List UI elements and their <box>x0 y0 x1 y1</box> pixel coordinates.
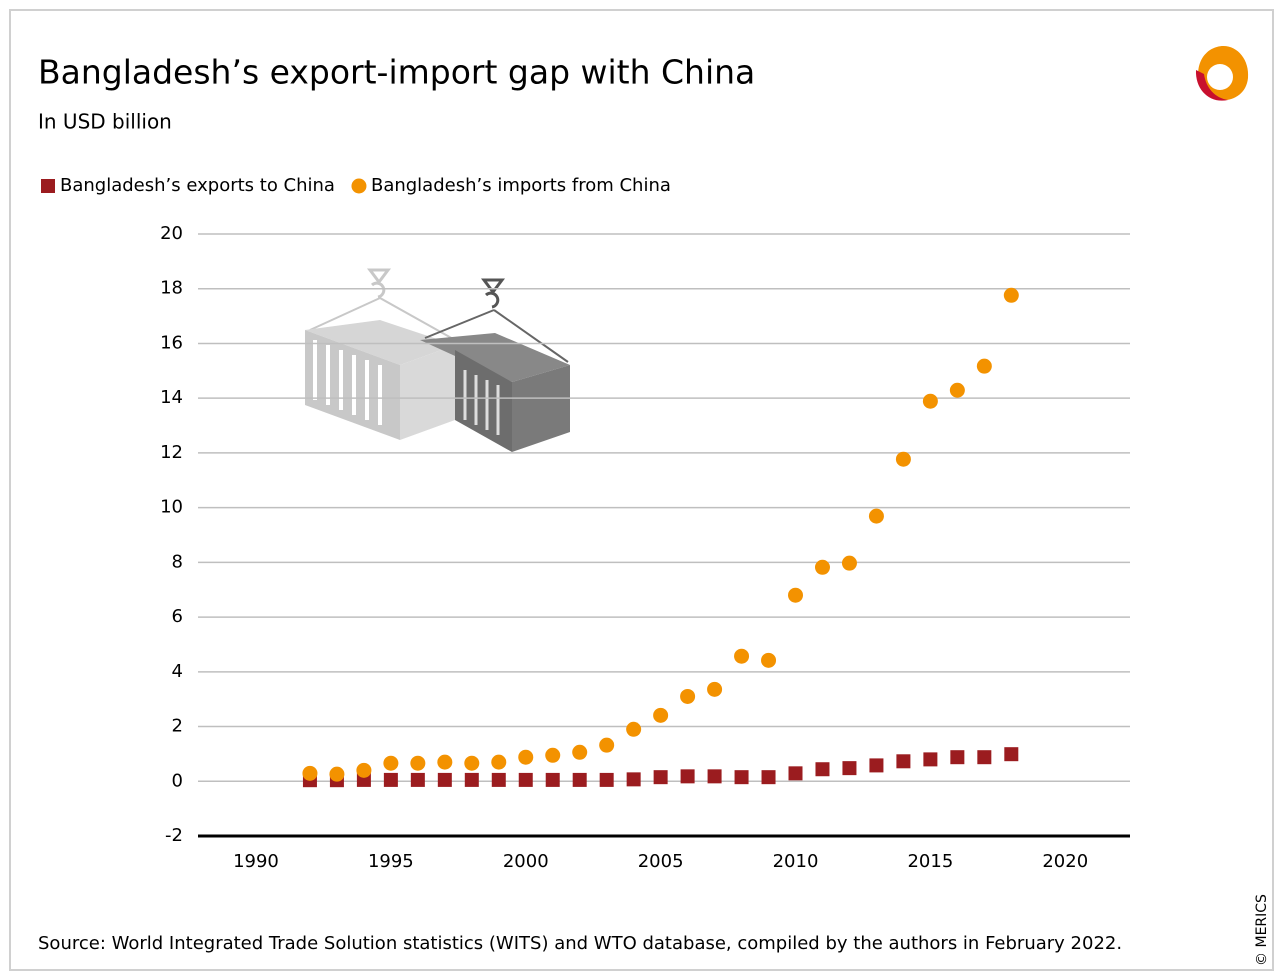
data-point <box>707 769 722 784</box>
data-point <box>950 750 965 765</box>
data-point <box>545 772 560 787</box>
y-tick-label: -2 <box>165 825 183 846</box>
data-point <box>653 770 668 785</box>
data-point <box>977 750 992 765</box>
y-tick-label: 2 <box>172 716 183 737</box>
data-point <box>410 772 425 787</box>
data-point <box>788 587 804 603</box>
data-point <box>437 754 453 770</box>
data-point <box>545 747 561 763</box>
data-point <box>518 749 534 765</box>
legend-marker <box>351 178 367 194</box>
data-point <box>599 772 614 787</box>
data-point <box>626 772 641 787</box>
data-point <box>680 688 696 704</box>
data-point <box>356 762 372 778</box>
x-tick-label: 1995 <box>368 851 414 872</box>
data-point <box>949 382 965 398</box>
y-tick-label: 18 <box>160 278 183 299</box>
legend-marker <box>41 179 55 193</box>
copyright: © MERICS <box>1254 894 1270 966</box>
data-point <box>841 555 857 571</box>
y-tick-label: 10 <box>160 497 183 518</box>
chart-title: Bangladesh’s export-import gap with Chin… <box>38 53 755 92</box>
data-point <box>761 770 776 785</box>
data-point <box>842 761 857 776</box>
data-point <box>734 770 749 785</box>
data-point <box>869 758 884 773</box>
x-tick-label: 2005 <box>638 851 684 872</box>
x-tick-label: 2020 <box>1042 851 1088 872</box>
data-point <box>302 765 318 781</box>
y-tick-label: 4 <box>172 661 183 682</box>
data-point <box>896 754 911 769</box>
legend-label: Bangladesh’s exports to China <box>60 175 335 196</box>
data-point <box>1004 747 1019 762</box>
data-point <box>383 772 398 787</box>
data-point <box>383 755 399 771</box>
data-point <box>572 772 587 787</box>
logo <box>1195 46 1249 101</box>
y-tick-label: 14 <box>160 387 183 408</box>
data-point <box>788 766 803 781</box>
container-illustration <box>305 268 570 452</box>
data-point <box>976 358 992 374</box>
source-note: Source: World Integrated Trade Solution … <box>38 933 1122 954</box>
y-tick-label: 8 <box>172 551 183 572</box>
data-point <box>572 744 588 760</box>
data-point <box>761 652 777 668</box>
data-point <box>464 772 479 787</box>
chart-subtitle: In USD billion <box>38 110 172 134</box>
legend-label: Bangladesh’s imports from China <box>371 175 671 196</box>
y-tick-label: 0 <box>172 770 183 791</box>
data-point <box>626 721 642 737</box>
x-tick-label: 2000 <box>503 851 549 872</box>
data-point <box>518 772 533 787</box>
data-point <box>464 755 480 771</box>
data-point <box>815 762 830 777</box>
data-point <box>1003 287 1019 303</box>
data-point <box>895 451 911 467</box>
y-tick-label: 12 <box>160 442 183 463</box>
data-point <box>491 772 506 787</box>
data-point <box>329 766 345 782</box>
y-tick-label: 20 <box>160 223 183 244</box>
x-tick-label: 2015 <box>907 851 953 872</box>
data-point <box>437 772 452 787</box>
x-tick-label: 1990 <box>233 851 279 872</box>
data-point <box>814 559 830 575</box>
x-tick-label: 2010 <box>773 851 819 872</box>
data-point <box>868 508 884 524</box>
data-point <box>653 707 669 723</box>
frame <box>9 9 1274 971</box>
data-point <box>707 681 723 697</box>
data-point <box>680 769 695 784</box>
data-point <box>410 755 426 771</box>
data-point <box>734 648 750 664</box>
data-point <box>923 752 938 767</box>
y-tick-label: 16 <box>160 332 183 353</box>
data-point <box>922 393 938 409</box>
data-point <box>599 737 615 753</box>
data-point <box>491 754 507 770</box>
y-tick-label: 6 <box>172 606 183 627</box>
